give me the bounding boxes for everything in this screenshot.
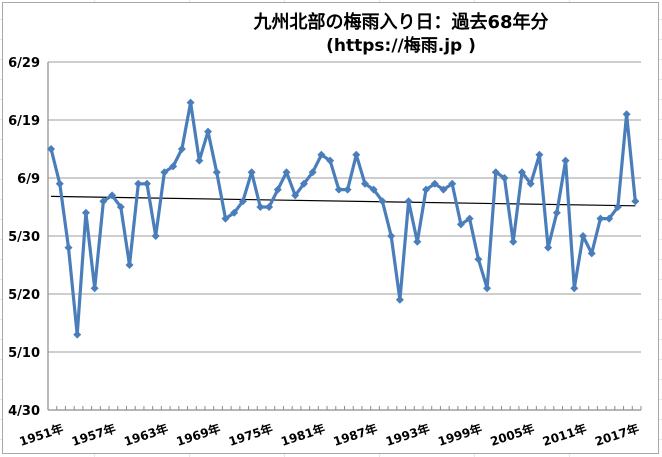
data-point-marker: 2003: 6/9 — [500, 174, 509, 182]
data-point-marker: 1964: 6/10 — [160, 168, 169, 177]
x-tick-label: 2011年 — [541, 421, 589, 449]
data-point-marker: 1962: 6/8 — [142, 179, 151, 188]
gridlines — [48, 61, 641, 353]
data-point-marker: 1989: 6/5 — [378, 197, 387, 206]
data-point-marker: 2013: 5/27 — [587, 249, 596, 258]
data-point-marker: 2017: 6/20 — [622, 110, 631, 119]
y-tick-label: 6/29 — [8, 56, 40, 71]
data-point-marker: 2015: 6/2 — [605, 214, 614, 223]
data-point-marker: 1974: 6/10 — [247, 168, 256, 177]
data-point-marker: 1977: 6/7 — [273, 185, 282, 194]
data-point-marker: 1961: 6/8 — [134, 179, 143, 188]
data-point-marker: 2014: 6/2 — [596, 214, 605, 223]
x-tick-label: 2017年 — [593, 421, 641, 449]
data-point-marker: 1988: 6/7 — [369, 185, 378, 194]
data-point-marker: 1955: 6/3 — [81, 208, 90, 217]
data-point-marker: 1952: 6/8 — [55, 179, 64, 188]
data-point-marker: 1996: 6/7 — [439, 185, 448, 194]
y-tick-label: 6/9 — [17, 172, 40, 187]
axes — [47, 62, 642, 411]
data-point-marker: 1958: 6/6 — [108, 191, 117, 200]
data-point-marker: 2006: 6/8 — [526, 179, 535, 188]
data-point-marker: 1980: 6/8 — [299, 179, 308, 188]
y-tick-label: 5/20 — [8, 288, 40, 303]
data-point-marker: 1990: 5/30 — [387, 232, 396, 240]
data-point-marker: 1985: 6/7 — [343, 185, 352, 194]
data-point-marker: 1982: 6/13 — [317, 150, 326, 159]
data-point-marker: 1993: 5/29 — [413, 237, 422, 246]
y-axis-labels: 4/30 5/10 5/20 5/30 6/9 6/19 6/29 — [8, 56, 40, 419]
data-point-marker: 1957: 6/5 — [99, 197, 108, 206]
y-tick-label: 5/30 — [8, 230, 40, 245]
data-point-marker: 1963: 5/30 — [151, 232, 160, 240]
data-point-marker: 1999: 6/2 — [465, 214, 474, 223]
data-point-marker: 1976: 6/4 — [265, 203, 274, 211]
chart-title: 九州北部の梅雨入り日：過去68年分 — [253, 12, 549, 33]
data-point-marker: 2008: 5/28 — [544, 243, 553, 252]
data-point-marker: 1986: 6/13 — [352, 150, 361, 159]
data-point-marker: 1965: 6/11 — [169, 162, 178, 171]
x-tick-label: 1987年 — [331, 421, 379, 449]
data-point-marker: 1984: 6/7 — [334, 185, 343, 194]
chart-subtitle: (https://梅雨.jp ) — [326, 36, 476, 56]
data-point-marker: 1995: 6/8 — [430, 179, 439, 188]
data-point-marker: 1975: 6/4 — [256, 203, 265, 211]
trend-line — [51, 195, 636, 207]
data-point-marker: 1983: 6/12 — [326, 156, 335, 165]
y-tick-label: 5/10 — [8, 346, 40, 361]
data-point-marker: 1992: 6/5 — [404, 197, 413, 206]
data-point-marker: 1972: 6/3 — [230, 208, 239, 217]
data-point-marker: 1969: 6/17 — [204, 127, 213, 136]
data-point-marker: 2012: 5/30 — [579, 232, 588, 240]
data-point-marker: 1960: 5/25 — [125, 261, 134, 269]
data-point-marker: 1966: 6/14 — [177, 145, 186, 153]
data-point-marker: 2016: 6/4 — [613, 203, 622, 211]
data-point-marker: 2001: 5/21 — [483, 284, 492, 293]
y-tick-label: 6/19 — [8, 114, 40, 129]
x-tick-label: 1957年 — [70, 421, 118, 449]
data-point-marker: 2007: 6/13 — [535, 150, 544, 159]
data-point-marker: 1968: 6/12 — [195, 156, 204, 165]
data-point-marker: 1981: 6/10 — [308, 168, 317, 177]
trendline — [51, 195, 636, 207]
x-tick-label: 1975年 — [227, 421, 275, 449]
data-point-marker: 1951: 6/14 — [47, 145, 56, 153]
data-point-marker: 1956: 5/21 — [90, 284, 99, 293]
data-point-marker: 1998: 6/1 — [456, 220, 465, 229]
data-point-marker: 1971: 6/2 — [221, 214, 230, 223]
data-point-marker: 2018: 6/5 — [631, 197, 640, 206]
data-point-marker: 1959: 6/4 — [116, 203, 125, 211]
data-point-marker: 2002: 6/10 — [491, 168, 500, 177]
data-point-marker: 2011: 5/21 — [570, 284, 579, 293]
x-tick-label: 1981年 — [279, 421, 327, 449]
data-point-marker: 2010: 6/12 — [561, 156, 570, 165]
y-tick-label: 4/30 — [8, 404, 40, 419]
series-line — [49, 100, 637, 337]
data-point-marker: 2009: 6/3 — [552, 208, 561, 217]
data-point-marker: 1967: 6/22 — [186, 98, 195, 107]
data-point-marker: 1979: 6/6 — [291, 191, 300, 200]
data-point-marker: 2004: 5/29 — [509, 237, 518, 246]
x-tick-label: 1969年 — [174, 421, 222, 449]
data-point-marker: 2000: 5/26 — [474, 255, 483, 264]
x-axis-labels: 1951年 1957年 1963年 1969年 1975年 1981年 1987年 1993年… — [17, 421, 640, 449]
data-point-marker: 1997: 6/8 — [448, 179, 457, 188]
x-tick-label: 1951年 — [17, 421, 65, 449]
data-point-marker: 1973: 6/5 — [238, 197, 247, 206]
x-tick-label: 1993年 — [384, 421, 432, 449]
x-tick-label: 2005年 — [488, 421, 536, 449]
data-point-marker: 2005: 6/10 — [517, 168, 526, 177]
data-point-marker: 1953: 5/28 — [64, 243, 73, 252]
data-point-marker: 1987: 6/8 — [360, 179, 369, 188]
x-tick-label: 1963年 — [122, 421, 170, 449]
data-series: 1951: 6/14 1952: 6/8 1953: 5/28 1954: 5/13 1… — [47, 98, 640, 339]
data-point-marker: 1954: 5/13 — [73, 330, 82, 339]
x-tick-label: 1999年 — [436, 421, 484, 449]
data-point-marker: 1994: 6/7 — [422, 185, 431, 194]
data-point-marker: 1991: 5/19 — [395, 295, 404, 304]
data-point-marker: 1970: 6/10 — [212, 168, 221, 177]
data-point-marker: 1978: 6/10 — [282, 168, 291, 177]
